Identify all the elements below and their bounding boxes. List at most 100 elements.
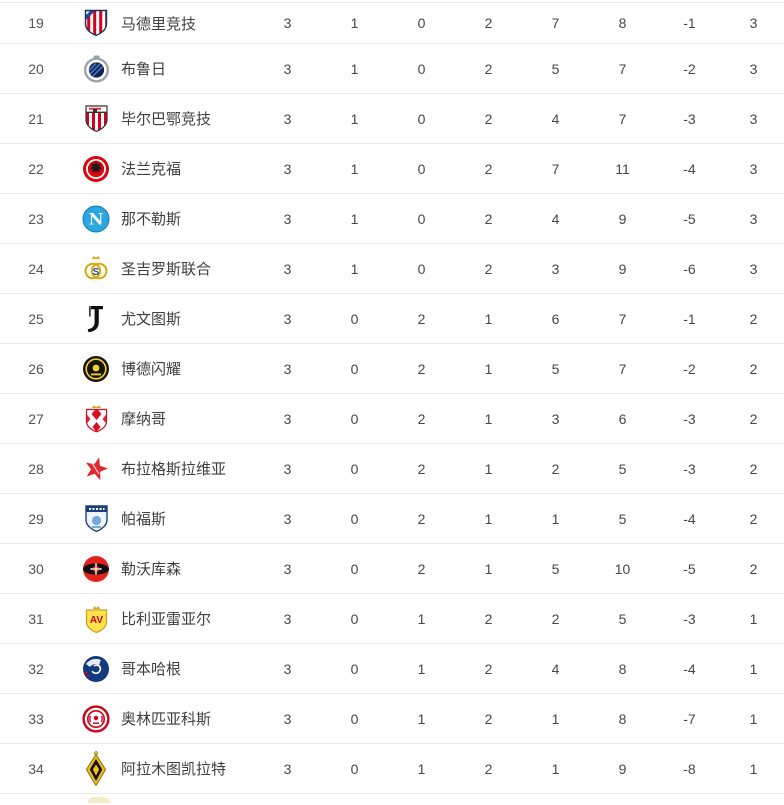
standings-row[interactable]: 34 阿拉木图凯拉特 3 0 1 2 1 9 -8 1 <box>0 744 784 794</box>
losses: 2 <box>484 15 493 31</box>
goals-for: 5 <box>551 360 560 377</box>
goal-difference: -3 <box>683 460 696 477</box>
goal-difference: -2 <box>683 360 696 377</box>
standings-row[interactable]: 23 N 那不勒斯 3 1 0 2 4 9 -5 3 <box>0 194 784 244</box>
matches-played: 3 <box>283 460 292 477</box>
goals-against: 9 <box>618 760 627 777</box>
goals-against: 5 <box>618 460 627 477</box>
goals-against: 8 <box>618 710 627 727</box>
rank: 34 <box>28 760 44 777</box>
standings-row[interactable]: 22 法兰克福 3 1 0 2 7 11 -4 3 <box>0 144 784 194</box>
losses: 2 <box>484 60 493 77</box>
standings-row[interactable]: 20 布鲁日 3 1 0 2 5 7 -2 3 <box>0 44 784 94</box>
draws: 1 <box>417 660 426 677</box>
bodo-glimt-logo <box>72 355 120 383</box>
team-name: 圣吉罗斯联合 <box>121 261 212 278</box>
kairat-logo <box>72 750 120 787</box>
rank: 27 <box>28 410 44 427</box>
team-name: 那不勒斯 <box>121 211 182 228</box>
losses: 1 <box>484 360 493 377</box>
svg-text:AV: AV <box>89 615 102 626</box>
goal-difference: -4 <box>683 510 696 527</box>
wins: 1 <box>350 160 359 177</box>
losses: 1 <box>484 510 493 527</box>
juventus-logo <box>72 304 120 334</box>
draws: 2 <box>417 560 426 577</box>
goals-against: 5 <box>618 510 627 527</box>
draws: 0 <box>417 210 426 227</box>
standings-row[interactable]: 19 马德里竞技 3 1 0 2 7 8 -1 3 <box>0 3 784 44</box>
draws: 1 <box>417 610 426 627</box>
olympiacos-logo <box>72 704 120 733</box>
matches-played: 3 <box>283 110 292 127</box>
wins: 1 <box>350 110 359 127</box>
wins: 0 <box>350 410 359 427</box>
losses: 2 <box>484 710 493 727</box>
draws: 2 <box>417 510 426 527</box>
losses: 2 <box>484 210 493 227</box>
matches-played: 3 <box>283 15 292 31</box>
goal-difference: -5 <box>683 560 696 577</box>
team-name: 比利亚雷亚尔 <box>121 611 212 628</box>
matches-played: 3 <box>283 60 292 77</box>
leverkusen-logo <box>72 555 120 583</box>
standings-row[interactable]: 27 摩纳哥 3 0 2 1 3 6 -3 2 <box>0 394 784 444</box>
goals-for: 2 <box>551 460 560 477</box>
standings-row[interactable]: 21 毕尔巴鄂竞技 3 1 0 2 4 7 -3 3 <box>0 94 784 144</box>
goals-against: 7 <box>618 360 627 377</box>
matches-played: 3 <box>283 360 292 377</box>
wins: 1 <box>350 260 359 277</box>
goal-difference: -3 <box>683 110 696 127</box>
wins: 0 <box>350 360 359 377</box>
goals-for: 7 <box>551 160 560 177</box>
standings-row[interactable]: 28 布拉格斯拉维亚 3 0 2 1 2 5 -3 2 <box>0 444 784 494</box>
standings-row[interactable]: 25 尤文图斯 3 0 2 1 6 7 -1 2 <box>0 294 784 344</box>
wins: 0 <box>350 560 359 577</box>
points: 1 <box>749 710 758 727</box>
rank: 22 <box>28 160 44 177</box>
svg-text:N: N <box>89 209 104 228</box>
club-brugge-logo <box>72 55 120 83</box>
team-name: 法兰克福 <box>121 161 182 178</box>
rank: 21 <box>28 110 44 127</box>
standings-row[interactable]: 33 奥林匹亚科斯 3 0 1 2 1 8 -7 1 <box>0 694 784 744</box>
rank: 30 <box>28 560 44 577</box>
standings-row[interactable]: 31 AV 比利亚雷亚尔 3 0 1 2 2 5 -3 1 <box>0 594 784 644</box>
team-name: 哥本哈根 <box>121 661 182 678</box>
rank: 19 <box>28 15 44 31</box>
matches-played: 3 <box>283 160 292 177</box>
goal-difference: -6 <box>683 260 696 277</box>
goals-against: 11 <box>615 160 630 177</box>
goal-difference: -4 <box>683 160 696 177</box>
standings-row[interactable]: 24 S 圣吉罗斯联合 3 1 0 2 3 9 -6 3 <box>0 244 784 294</box>
standings-row[interactable]: 29 帕福斯 3 0 2 1 1 5 -4 2 <box>0 494 784 544</box>
losses: 1 <box>484 410 493 427</box>
wins: 0 <box>350 760 359 777</box>
goal-difference: -1 <box>683 15 696 31</box>
standings-row[interactable]: 30 勒沃库森 3 0 2 1 5 10 -5 2 <box>0 544 784 594</box>
goals-for: 1 <box>551 760 560 777</box>
draws: 2 <box>417 310 426 327</box>
goals-against: 7 <box>618 310 627 327</box>
goals-against: 8 <box>618 15 627 31</box>
goals-against: 8 <box>618 660 627 677</box>
matches-played: 3 <box>283 610 292 627</box>
points: 2 <box>749 310 758 327</box>
goals-against: 5 <box>618 610 627 627</box>
draws: 1 <box>417 760 426 777</box>
rank: 23 <box>28 210 44 227</box>
goals-for: 6 <box>551 310 560 327</box>
draws: 2 <box>417 410 426 427</box>
goal-difference: -7 <box>683 710 696 727</box>
standings-row[interactable]: 32 哥本哈根 3 0 1 2 4 8 -4 1 <box>0 644 784 694</box>
wins: 0 <box>350 510 359 527</box>
points: 3 <box>749 210 758 227</box>
pafos-logo <box>72 504 120 533</box>
standings-row[interactable]: 26 博德闪耀 3 0 2 1 5 7 -2 2 <box>0 344 784 394</box>
points: 2 <box>749 510 758 527</box>
losses: 1 <box>484 560 493 577</box>
losses: 1 <box>484 460 493 477</box>
points: 3 <box>749 110 758 127</box>
points: 1 <box>749 610 758 627</box>
points: 2 <box>749 560 758 577</box>
